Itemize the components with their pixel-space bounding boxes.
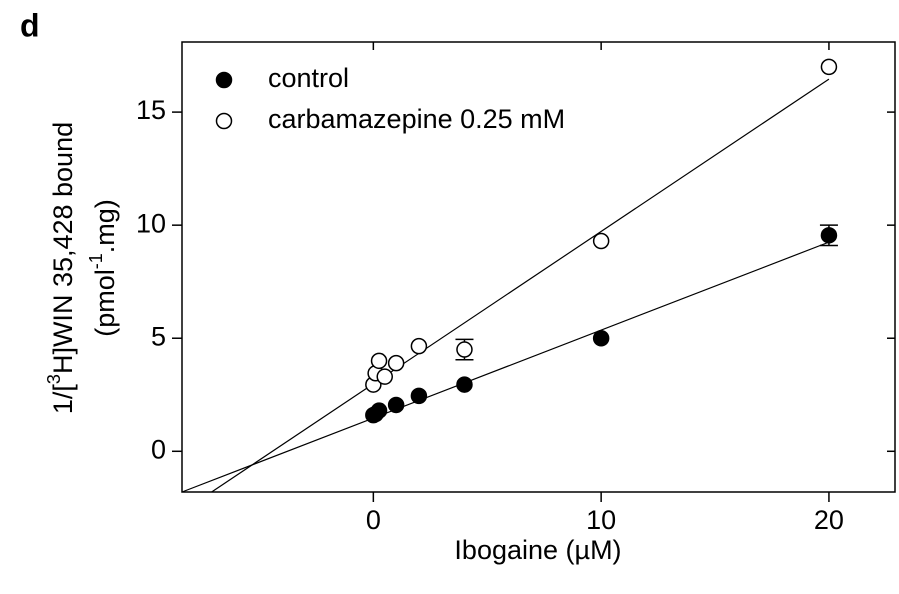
data-point (456, 341, 473, 358)
y-label-part: 1/[ (48, 384, 78, 415)
x-tick-label: 10 (586, 505, 616, 535)
x-axis-label: Ibogaine (µM) (454, 535, 621, 565)
data-point (387, 396, 405, 414)
data-point (410, 387, 428, 405)
data-point (410, 337, 428, 355)
y-tick-label: 5 (151, 321, 166, 351)
y-tick-label: 15 (136, 95, 166, 125)
y-label-part: (pmol (90, 269, 120, 337)
data-point (820, 58, 838, 76)
y-label-part: H]WIN 35,428 bound (48, 122, 78, 374)
y-label-sup: -1 (86, 253, 106, 269)
y-tick-label: 0 (151, 434, 166, 464)
y-label-line: (pmol-1.mg) (86, 199, 120, 337)
legend-label: control (268, 63, 349, 93)
fit-line (181, 241, 830, 493)
x-tick-label: 20 (814, 505, 844, 535)
legend-marker (215, 112, 233, 130)
data-point (456, 376, 473, 393)
legend-label: carbamazepine 0.25 mM (268, 104, 565, 134)
data-point (387, 354, 405, 372)
x-tick-label: 0 (366, 505, 381, 535)
data-point (820, 227, 838, 244)
data-point (376, 368, 393, 385)
panel-label: d (20, 7, 40, 43)
y-label-part: .mg) (90, 199, 120, 253)
plot-frame (181, 41, 896, 493)
fit-line (211, 78, 830, 493)
data-point (592, 329, 610, 347)
data-point (370, 402, 388, 419)
y-tick-label: 10 (136, 208, 166, 238)
data-point (592, 232, 610, 250)
y-axis-label: 1/[3H]WIN 35,428 bound (pmol-1.mg) (44, 122, 120, 414)
data-point (370, 352, 388, 370)
legend-marker (215, 71, 233, 89)
y-label-line: 1/[3H]WIN 35,428 bound (44, 122, 78, 414)
y-label-sup: 3 (44, 374, 64, 384)
